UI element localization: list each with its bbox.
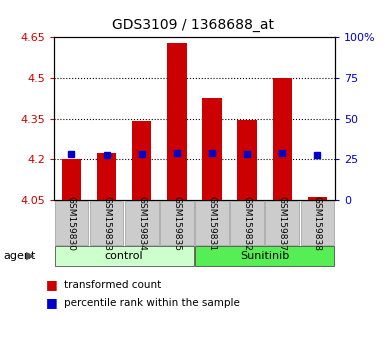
Text: Sunitinib: Sunitinib [240, 251, 289, 261]
Text: transformed count: transformed count [64, 280, 161, 290]
Bar [132, 121, 151, 200]
Text: GSM159833: GSM159833 [102, 195, 111, 251]
Text: GSM159831: GSM159831 [208, 195, 216, 251]
Bar [273, 78, 292, 200]
Text: GSM159830: GSM159830 [67, 195, 76, 251]
Text: GSM159835: GSM159835 [172, 195, 181, 251]
Text: ■: ■ [46, 296, 58, 309]
Bar [62, 159, 81, 200]
Bar [238, 120, 257, 200]
Text: ▶: ▶ [26, 251, 34, 261]
Text: agent: agent [4, 251, 36, 261]
Bar [167, 42, 186, 200]
Text: GSM159834: GSM159834 [137, 195, 146, 251]
Bar [308, 197, 327, 200]
Bar [203, 98, 222, 200]
Text: percentile rank within the sample: percentile rank within the sample [64, 298, 239, 308]
Text: control: control [105, 251, 144, 261]
Text: ■: ■ [46, 279, 58, 291]
Text: GDS3109 / 1368688_at: GDS3109 / 1368688_at [112, 18, 273, 32]
Bar [97, 153, 116, 200]
Text: GSM159832: GSM159832 [243, 195, 252, 251]
Text: GSM159838: GSM159838 [313, 195, 322, 251]
Text: GSM159837: GSM159837 [278, 195, 287, 251]
